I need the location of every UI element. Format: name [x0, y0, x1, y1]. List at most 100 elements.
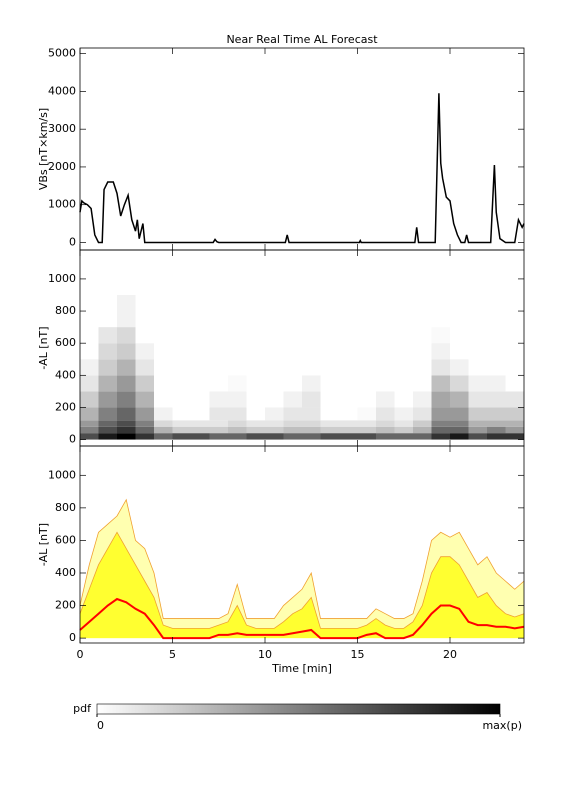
pdf-cell: [98, 433, 117, 440]
pdf-cell: [431, 426, 450, 434]
pdf-cell: [450, 359, 469, 376]
pdf-cell: [320, 359, 339, 376]
pdf-cell: [191, 343, 210, 360]
pdf-cell: [80, 359, 99, 376]
pdf-cell: [357, 294, 376, 328]
pdf-cell: [394, 359, 413, 376]
pdf-cell: [357, 391, 376, 408]
pdf-cell: [413, 420, 432, 427]
pdf-cell: [80, 391, 99, 408]
pdf-cell: [246, 294, 265, 328]
pdf-cell: [376, 420, 395, 427]
pdf-cell: [154, 375, 173, 392]
band-area: [80, 532, 524, 639]
pdf-cell: [265, 294, 284, 328]
pdf-cell: [135, 375, 154, 392]
x-tick-label: 0: [77, 648, 84, 661]
pdf-cell: [154, 294, 173, 328]
pdf-cell: [487, 433, 506, 440]
pdf-cell: [135, 433, 154, 440]
pdf-cell: [283, 359, 302, 376]
plot-frame: [79, 445, 525, 644]
pdf-cell: [154, 433, 173, 440]
pdf-cell: [80, 426, 99, 434]
pdf-cell: [135, 327, 154, 344]
pdf-cell: [413, 433, 432, 440]
data-line: [79, 93, 525, 244]
pdf-cell: [413, 327, 432, 344]
pdf-cell: [339, 391, 358, 408]
pdf-cell: [394, 327, 413, 344]
pdf-cell: [80, 375, 99, 392]
pdf-cell: [135, 343, 154, 360]
pdf-cell: [154, 391, 173, 408]
pdf-cell: [339, 420, 358, 427]
pdf-cell: [376, 407, 395, 421]
pdf-cell: [98, 426, 117, 434]
pdf-cell: [302, 359, 321, 376]
pdf-cell: [394, 426, 413, 434]
pdf-cell: [487, 375, 506, 392]
pdf-cell: [394, 375, 413, 392]
pdf-cell: [468, 391, 487, 408]
pdf-cell: [413, 391, 432, 408]
pdf-cell: [505, 407, 524, 421]
y-axis-label: -AL [nT]: [37, 326, 50, 369]
pdf-cell: [487, 359, 506, 376]
pdf-cell: [505, 343, 524, 360]
pdf-cell: [246, 433, 265, 440]
pdf-cell: [450, 391, 469, 408]
pdf-cell: [265, 343, 284, 360]
pdf-cell: [117, 327, 136, 344]
pdf-cell: [487, 327, 506, 344]
pdf-cell: [431, 359, 450, 376]
pdf-cell: [339, 407, 358, 421]
pdf-cell: [80, 407, 99, 421]
pdf-cell: [431, 407, 450, 421]
pdf-cell: [283, 294, 302, 328]
pdf-cell: [117, 359, 136, 376]
pdf-cell: [154, 420, 173, 427]
pdf-cell: [320, 426, 339, 434]
pdf-cell: [357, 359, 376, 376]
pdf-cell: [357, 327, 376, 344]
pdf-cell: [357, 433, 376, 440]
pdf-cell: [394, 343, 413, 360]
x-tick-label: 10: [258, 648, 272, 661]
pdf-cell: [154, 407, 173, 421]
pdf-cell: [468, 407, 487, 421]
pdf-cell: [135, 359, 154, 376]
pdf-cell: [191, 426, 210, 434]
y-tick-label: 800: [55, 304, 76, 317]
y-axis-label: VBs [nT×km/s]: [37, 108, 50, 190]
pdf-cell: [468, 327, 487, 344]
pdf-cell: [376, 375, 395, 392]
pdf-cell: [228, 359, 247, 376]
pdf-cell: [468, 294, 487, 328]
y-tick-label: 0: [69, 235, 76, 248]
pdf-cell: [339, 294, 358, 328]
pdf-cell: [80, 433, 99, 440]
pdf-cell: [339, 359, 358, 376]
pdf-cell: [265, 426, 284, 434]
pdf-cell: [468, 433, 487, 440]
y-tick-label: 1000: [48, 272, 76, 285]
pdf-cell: [339, 426, 358, 434]
pdf-cell: [246, 420, 265, 427]
pdf-cell: [357, 375, 376, 392]
x-tick-label: 20: [443, 648, 457, 661]
pdf-cell: [302, 327, 321, 344]
pdf-cell: [209, 407, 228, 421]
pdf-cell: [357, 343, 376, 360]
pdf-cell: [117, 426, 136, 434]
pdf-cell: [505, 327, 524, 344]
pdf-cell: [394, 391, 413, 408]
pdf-cell: [413, 407, 432, 421]
pdf-cell: [413, 375, 432, 392]
pdf-cell: [191, 359, 210, 376]
pdf-cell: [265, 375, 284, 392]
pdf-cell: [265, 327, 284, 344]
pdf-cell: [394, 420, 413, 427]
pdf-cell: [191, 327, 210, 344]
